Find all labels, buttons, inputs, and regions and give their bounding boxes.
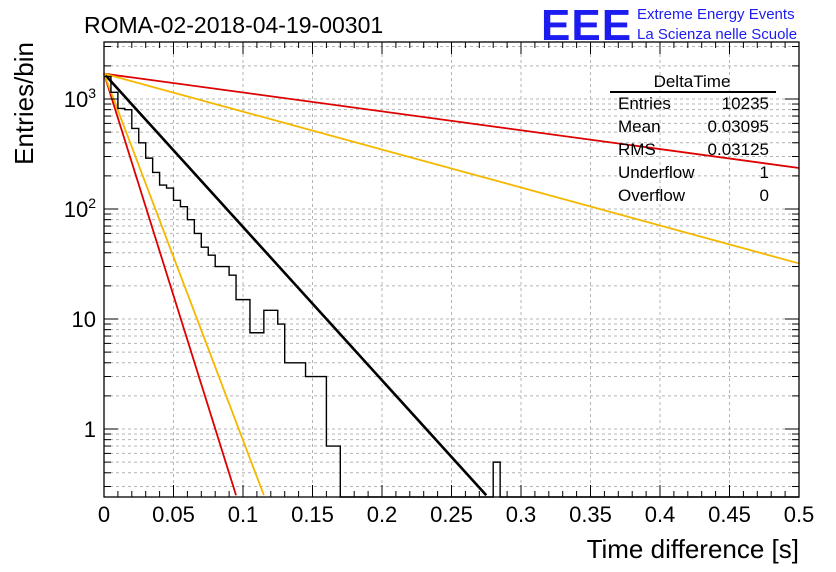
x-tick-label: 0.5 [784,502,815,527]
stats-row-value: 0.03125 [708,140,769,159]
y-tick-label: 103 [64,85,96,112]
x-tick-label: 0.35 [569,502,612,527]
stats-box: DeltaTime Entries 10235 Mean 0.03095 RMS 0.03… [610,72,776,205]
axis-ticks [103,42,800,497]
logo-line-1: Extreme Energy Events [637,6,795,23]
stats-row-label: Underflow [618,163,695,182]
run-title: ROMA-02-2018-04-19-00301 [84,12,383,38]
stats-row-value: 0.03095 [708,117,769,136]
x-tick-label: 0.05 [152,502,195,527]
x-tick-label: 0.1 [228,502,259,527]
series-line-2 [103,73,265,496]
series-line-1 [103,73,237,496]
series-line-0 [103,72,488,497]
logo-line-2: La Scienza nelle Scuole [637,26,797,43]
fit-curves [103,72,800,497]
stats-row-label: RMS [618,140,656,159]
series-line-4 [103,72,800,265]
stats-row-label: Overflow [618,186,686,205]
series-line-3 [103,72,800,169]
x-tick-labels: 0 0.05 0.1 0.15 0.2 0.25 0.3 0.35 0.4 0.45 0.5 [98,502,814,527]
x-tick-label: 0.4 [645,502,676,527]
y-tick-label: 10 [72,307,96,332]
stats-row-value: 0 [760,186,769,205]
x-tick-label: 0.15 [291,502,334,527]
stats-row-value: 10235 [722,94,769,113]
x-tick-label: 0 [98,502,110,527]
eee-logo: EEE Extreme Energy Events La Scienza nel… [541,1,797,50]
x-tick-label: 0.25 [430,502,473,527]
y-tick-label: 102 [64,195,96,222]
stats-row-label: Entries [618,94,671,113]
x-tick-label: 0.45 [708,502,751,527]
x-axis-title: Time difference [s] [587,534,799,564]
x-tick-label: 0.3 [506,502,537,527]
y-tick-labels: 1 10 102 103 [64,85,96,442]
x-tick-label: 0.2 [367,502,398,527]
y-axis-title: Entries/bin [9,42,39,165]
y-tick-label: 1 [84,417,96,442]
stats-row-value: 1 [760,163,769,182]
stats-title: DeltaTime [654,72,731,91]
stats-row-label: Mean [618,117,661,136]
